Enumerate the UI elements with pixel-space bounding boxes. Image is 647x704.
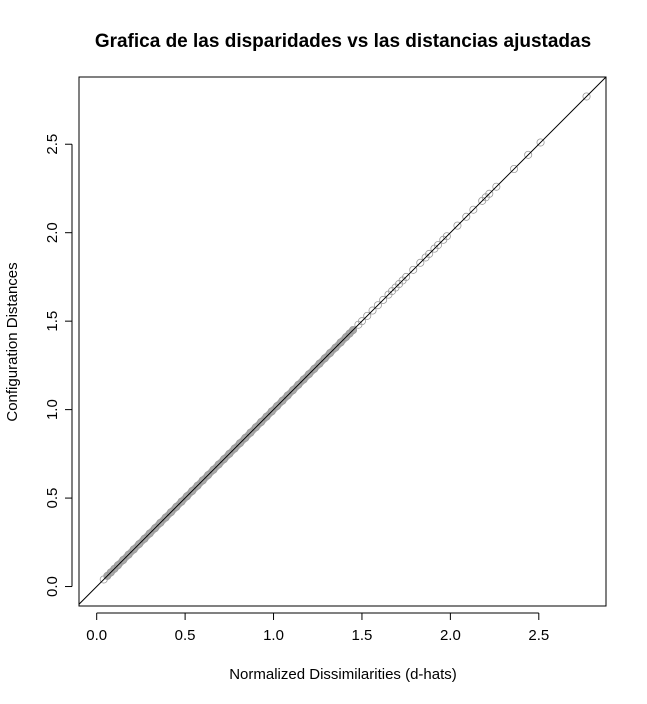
data-point bbox=[416, 258, 425, 267]
data-point bbox=[294, 380, 303, 389]
data-point bbox=[582, 92, 591, 101]
data-point bbox=[209, 465, 218, 474]
data-point bbox=[251, 423, 260, 432]
data-point bbox=[145, 529, 154, 538]
data-point bbox=[140, 534, 149, 543]
data-point bbox=[349, 325, 358, 334]
data-point bbox=[273, 402, 282, 411]
y-tick-label: 2.0 bbox=[44, 222, 61, 243]
x-axis-label: Normalized Dissimilarities (d-hats) bbox=[229, 666, 457, 683]
x-tick-label: 2.0 bbox=[440, 627, 461, 644]
data-point bbox=[363, 311, 372, 320]
data-point bbox=[402, 272, 411, 281]
y-axis-label: Configuration Distances bbox=[4, 262, 21, 421]
data-point bbox=[425, 249, 434, 258]
x-tick-label: 1.5 bbox=[352, 627, 373, 644]
data-point bbox=[524, 150, 533, 159]
data-point bbox=[283, 391, 292, 400]
y-tick-label: 2.5 bbox=[44, 134, 61, 155]
data-point bbox=[214, 460, 223, 469]
data-point bbox=[310, 364, 319, 373]
data-point bbox=[119, 556, 128, 565]
data-point bbox=[331, 343, 340, 352]
data-point bbox=[198, 476, 207, 485]
data-point bbox=[288, 386, 297, 395]
data-point bbox=[246, 428, 255, 437]
data-point bbox=[278, 396, 287, 405]
data-point bbox=[453, 221, 462, 230]
data-point bbox=[469, 205, 478, 214]
data-point bbox=[193, 481, 202, 490]
data-point bbox=[510, 164, 519, 173]
data-point bbox=[299, 375, 308, 384]
data-point bbox=[241, 433, 250, 442]
data-point bbox=[151, 524, 160, 533]
data-point bbox=[485, 189, 494, 198]
data-point bbox=[409, 265, 418, 274]
data-point bbox=[320, 354, 329, 363]
x-tick-label: 1.0 bbox=[263, 627, 284, 644]
y-tick-label: 0.5 bbox=[44, 488, 61, 509]
data-point bbox=[225, 449, 234, 458]
data-point bbox=[326, 348, 335, 357]
data-point bbox=[315, 359, 324, 368]
reference-line bbox=[78, 76, 607, 605]
y-tick-label: 1.0 bbox=[44, 399, 61, 420]
data-point bbox=[462, 212, 471, 221]
data-point bbox=[442, 232, 451, 241]
data-point bbox=[220, 455, 229, 464]
y-tick-label: 1.5 bbox=[44, 311, 61, 332]
data-point bbox=[182, 492, 191, 501]
x-tick-label: 2.5 bbox=[528, 627, 549, 644]
plot-frame bbox=[78, 76, 607, 607]
x-tick-label: 0.0 bbox=[86, 627, 107, 644]
data-point bbox=[262, 412, 271, 421]
data-point bbox=[135, 540, 144, 549]
x-tick-label: 0.5 bbox=[175, 627, 196, 644]
y-axis: 0.0 0.5 1.0 1.5 2.0 2.5 bbox=[44, 134, 73, 597]
data-point bbox=[368, 306, 377, 315]
data-point bbox=[267, 407, 276, 416]
data-point bbox=[357, 317, 366, 326]
x-axis: 0.0 0.5 1.0 1.5 2.0 2.5 bbox=[86, 612, 549, 644]
data-point bbox=[172, 502, 181, 511]
chart-title: Grafica de las disparidades vs las dista… bbox=[95, 31, 591, 52]
data-point bbox=[129, 545, 138, 554]
data-point bbox=[124, 550, 133, 559]
data-point bbox=[188, 486, 197, 495]
data-point bbox=[304, 370, 313, 379]
data-point bbox=[230, 444, 239, 453]
data-point bbox=[113, 561, 122, 570]
data-point bbox=[492, 182, 501, 191]
data-point bbox=[161, 513, 170, 522]
data-point bbox=[156, 518, 165, 527]
data-point bbox=[166, 508, 175, 517]
y-tick-label: 0.0 bbox=[44, 576, 61, 597]
data-point bbox=[235, 439, 244, 448]
data-point bbox=[257, 417, 266, 426]
data-point bbox=[536, 138, 545, 147]
data-point bbox=[204, 471, 213, 480]
data-point bbox=[373, 301, 382, 310]
data-point bbox=[336, 338, 345, 347]
data-point bbox=[177, 497, 186, 506]
data-point bbox=[433, 241, 442, 250]
data-point bbox=[379, 295, 388, 304]
